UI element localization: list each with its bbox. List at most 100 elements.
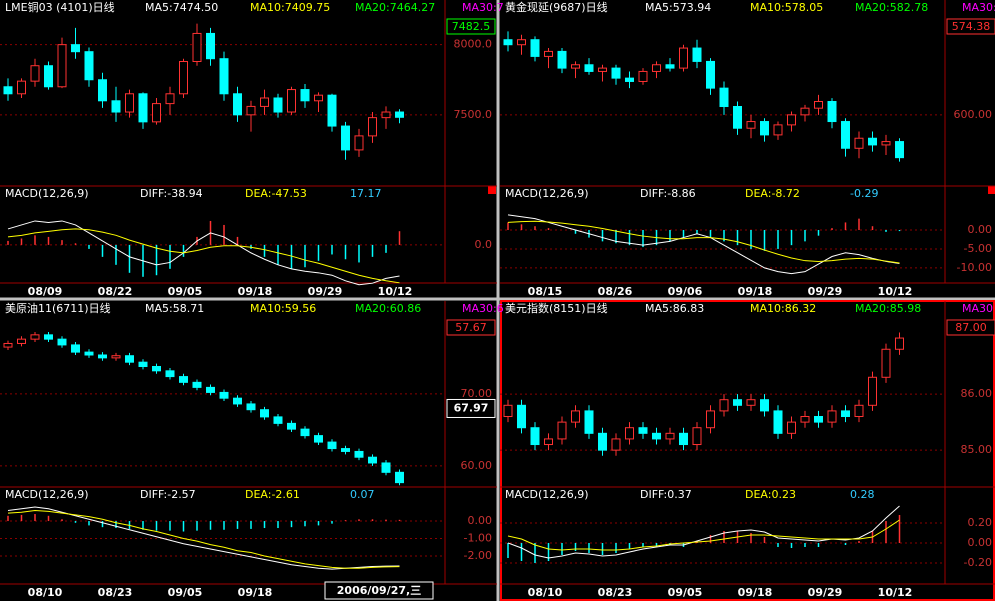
macd-header: DEA:-2.61 bbox=[245, 488, 300, 501]
candle-body bbox=[584, 410, 594, 434]
candle-body bbox=[219, 58, 229, 95]
candle-body bbox=[733, 399, 742, 406]
candle-body bbox=[246, 105, 256, 116]
candle-body bbox=[611, 438, 621, 451]
candle-body bbox=[98, 79, 107, 102]
candle-body bbox=[517, 404, 526, 429]
macd-value: 17.17 bbox=[350, 187, 382, 200]
candle-body bbox=[165, 93, 175, 105]
macd-header: DIFF:-2.57 bbox=[140, 488, 196, 501]
header-ma20: MA20:85.98 bbox=[855, 302, 921, 315]
last-price-box bbox=[946, 18, 995, 35]
candle-body bbox=[787, 421, 796, 434]
y-tick-label: 85.00 bbox=[961, 443, 993, 456]
candle-body bbox=[206, 32, 215, 60]
candle-body bbox=[895, 141, 904, 159]
candle-body bbox=[800, 416, 810, 423]
candle-body bbox=[598, 432, 607, 451]
header-ma30: MA30: bbox=[962, 1, 995, 14]
date-label: 09/18 bbox=[238, 285, 273, 298]
last-price: 57.67 bbox=[455, 321, 487, 334]
candle-body bbox=[733, 106, 742, 129]
candle-body bbox=[273, 97, 283, 113]
candle-body bbox=[706, 410, 715, 429]
candle-body bbox=[341, 448, 350, 452]
candle-body bbox=[868, 137, 877, 146]
macd-header: DEA:-47.53 bbox=[245, 187, 307, 200]
marker bbox=[488, 186, 496, 194]
candle-body bbox=[854, 137, 864, 149]
dea-line bbox=[507, 519, 900, 551]
macd-value: 0.28 bbox=[850, 488, 875, 501]
candle-body bbox=[314, 435, 323, 443]
candle-body bbox=[665, 64, 675, 69]
date-label: 08/22 bbox=[98, 285, 133, 298]
candle-body bbox=[881, 141, 891, 146]
candle-body bbox=[598, 67, 607, 72]
candle-body bbox=[652, 432, 661, 440]
header-ma20: MA20:7464.27 bbox=[355, 1, 435, 14]
dea-line bbox=[507, 220, 900, 264]
macd-header: DIFF:0.37 bbox=[640, 488, 692, 501]
y-tick-label: -5.00 bbox=[964, 242, 992, 255]
candle-body bbox=[611, 67, 621, 79]
header-ma5: MA5:573.94 bbox=[645, 1, 711, 14]
candle-body bbox=[679, 47, 688, 69]
candle-body bbox=[841, 410, 850, 418]
candle-body bbox=[800, 107, 810, 116]
date-label: 08/10 bbox=[28, 586, 63, 599]
y-tick-label: -10.00 bbox=[957, 261, 992, 274]
candle-body bbox=[571, 64, 580, 69]
last-price: 7482.5 bbox=[452, 20, 491, 33]
candle-body bbox=[273, 416, 283, 424]
date-label: 08/26 bbox=[598, 285, 633, 298]
crosshair-price: 67.97 bbox=[454, 401, 489, 414]
candle-body bbox=[868, 376, 877, 406]
candle-body bbox=[395, 111, 404, 118]
header-ma5: MA5:58.71 bbox=[145, 302, 204, 315]
candle-body bbox=[111, 100, 121, 113]
candle-body bbox=[841, 121, 850, 149]
candle-body bbox=[827, 410, 837, 423]
date-label: 09/06 bbox=[668, 285, 703, 298]
candle-body bbox=[517, 39, 526, 46]
macd-header: MACD(12,26,9) bbox=[5, 187, 89, 200]
candle-body bbox=[679, 432, 688, 446]
macd-value: 0.07 bbox=[350, 488, 375, 501]
date-label: 08/09 bbox=[28, 285, 63, 298]
candle-body bbox=[71, 344, 80, 353]
crosshair-date: 2006/09/27,三 bbox=[337, 584, 421, 597]
dea-line bbox=[7, 228, 400, 284]
candle-body bbox=[706, 60, 715, 89]
candle-body bbox=[665, 432, 675, 440]
date-label: 10/12 bbox=[878, 285, 913, 298]
candle-body bbox=[746, 121, 756, 129]
candle-body bbox=[219, 391, 229, 399]
candle-body bbox=[125, 93, 134, 113]
candle-body bbox=[44, 334, 53, 340]
date-label: 09/18 bbox=[738, 586, 773, 599]
candle-body bbox=[179, 61, 188, 95]
candle-body bbox=[327, 441, 337, 450]
diff-line bbox=[507, 505, 900, 559]
date-label: 08/23 bbox=[598, 586, 633, 599]
macd-header: DEA:-8.72 bbox=[745, 187, 800, 200]
candle-body bbox=[881, 348, 891, 378]
candle-body bbox=[625, 77, 634, 82]
date-label: 09/18 bbox=[238, 586, 273, 599]
candle-body bbox=[179, 376, 188, 383]
y-tick-label: 0.00 bbox=[968, 223, 993, 236]
candle-body bbox=[354, 135, 364, 151]
header-ma10: MA10:59.56 bbox=[250, 302, 316, 315]
candle-body bbox=[760, 121, 769, 136]
candle-body bbox=[530, 427, 540, 446]
macd-header: MACD(12,26,9) bbox=[505, 488, 589, 501]
y-tick-label: -0.20 bbox=[964, 556, 992, 569]
candle-body bbox=[854, 404, 864, 418]
candle-body bbox=[368, 117, 377, 137]
candle-body bbox=[760, 399, 769, 412]
candle-body bbox=[503, 404, 513, 418]
header-ma30: MA30:6 bbox=[462, 302, 504, 315]
